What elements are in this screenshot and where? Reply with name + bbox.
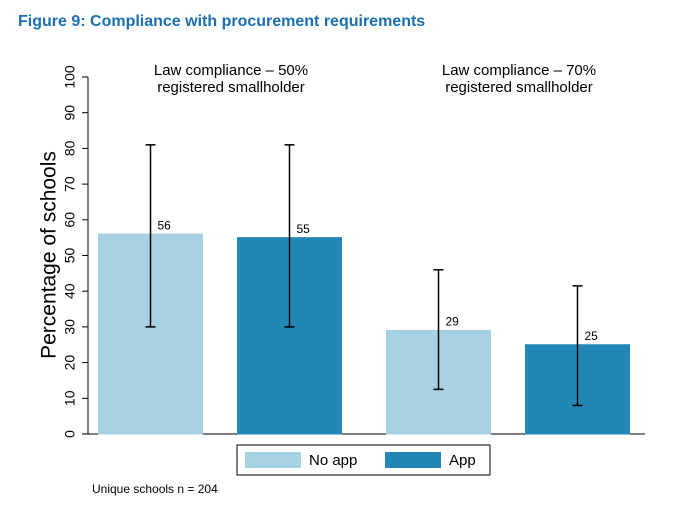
y-tick-label: 60: [62, 212, 78, 228]
y-axis-label: Percentage of schools: [38, 151, 61, 359]
group-label: registered smallholder: [445, 79, 593, 96]
value-label: 55: [297, 222, 311, 236]
y-tick-label: 20: [62, 355, 78, 371]
y-tick-label: 50: [62, 248, 78, 264]
legend-swatch: [385, 452, 441, 468]
group-label: Law compliance – 70%: [442, 62, 596, 79]
y-tick-label: 10: [62, 390, 78, 406]
y-tick-label: 100: [62, 65, 78, 89]
footnote: Unique schools n = 204: [92, 482, 218, 496]
value-label: 56: [158, 218, 172, 232]
y-tick-label: 30: [62, 319, 78, 335]
legend-swatch: [245, 452, 301, 468]
group-label: registered smallholder: [157, 79, 305, 96]
y-tick-label: 40: [62, 283, 78, 299]
y-tick-label: 80: [62, 140, 78, 156]
legend-label: No app: [309, 452, 357, 469]
y-tick-label: 70: [62, 176, 78, 192]
chart-title: Figure 9: Compliance with procurement re…: [18, 13, 425, 30]
value-label: 25: [585, 329, 599, 343]
legend-label: App: [449, 452, 476, 469]
y-tick-label: 90: [62, 105, 78, 121]
group-label: Law compliance – 50%: [154, 62, 308, 79]
value-label: 29: [446, 315, 460, 329]
y-tick-label: 0: [62, 430, 78, 438]
